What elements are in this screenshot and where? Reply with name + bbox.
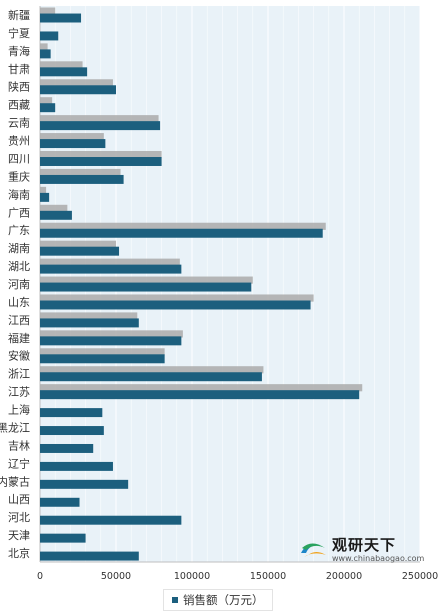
bar-sales: [40, 192, 50, 202]
x-tick-label: 150000: [250, 571, 286, 582]
category-label: 宁夏: [8, 26, 30, 40]
category-label: 黑龙江: [0, 421, 30, 434]
category-label: 湖南: [8, 242, 30, 255]
x-tick-label: 100000: [174, 571, 210, 582]
bar-series-1: [40, 366, 264, 374]
category-label: 辽宁: [8, 456, 30, 470]
bar-series-1: [40, 204, 68, 212]
bar-sales: [40, 497, 80, 507]
bar-series-1: [40, 258, 180, 266]
bar-sales: [40, 157, 162, 166]
bar-series-1: [40, 115, 159, 123]
bar-sales: [40, 336, 182, 346]
bar-sales: [40, 443, 94, 453]
bar-sales: [40, 300, 311, 310]
bar-sales: [40, 139, 106, 149]
bar-sales: [40, 174, 124, 184]
category-label: 山东: [8, 296, 30, 309]
bar-series-1: [40, 384, 363, 392]
bar-sales: [40, 228, 323, 238]
bar-sales: [40, 461, 113, 471]
category-label: 甘肃: [8, 63, 30, 76]
category-label: 福建: [8, 331, 30, 345]
category-label: 河北: [8, 511, 30, 524]
legend-label: 销售额（万元）: [183, 593, 264, 607]
brand-url: www.chinabaogao.com: [332, 554, 425, 563]
bar-series-1: [40, 168, 121, 177]
bar-sales: [40, 390, 360, 400]
category-label: 湖北: [8, 260, 30, 273]
bar-sales: [40, 210, 72, 220]
category-label: 广西: [8, 206, 30, 219]
bar-series-1: [40, 97, 53, 105]
bar-sales: [40, 282, 252, 292]
bar-sales: [40, 408, 103, 418]
brand-name: 观研天下: [332, 536, 397, 554]
category-label: 重庆: [8, 169, 30, 183]
category-label: 海南: [8, 187, 30, 201]
bar-sales: [40, 479, 129, 489]
bar-sales: [40, 354, 165, 364]
bar-sales: [40, 372, 262, 382]
category-label: 江苏: [8, 386, 30, 399]
category-label: 北京: [8, 546, 30, 560]
category-label: 云南: [8, 117, 30, 130]
bar-sales: [40, 246, 120, 256]
bar-sales: [40, 121, 161, 131]
bar-series-1: [40, 150, 162, 159]
bar-sales: [40, 515, 182, 525]
bar-series-1: [40, 79, 113, 87]
bar-series-1: [40, 186, 47, 195]
category-label: 安徽: [8, 349, 30, 363]
category-label: 四川: [8, 152, 30, 165]
bar-sales: [40, 264, 182, 274]
bar-sales: [40, 67, 88, 77]
category-label: 贵州: [8, 135, 30, 148]
bar-series-1: [40, 330, 183, 338]
bar-sales: [40, 13, 82, 23]
category-label: 新疆: [8, 8, 30, 22]
x-tick-label: 200000: [326, 571, 362, 582]
bar-series-1: [40, 43, 48, 51]
bar-sales: [40, 551, 139, 561]
bar-series-1: [40, 276, 253, 284]
category-label: 西藏: [8, 99, 30, 112]
category-label: 广东: [8, 224, 30, 237]
bar-series-1: [40, 240, 116, 248]
bar-sales: [40, 49, 51, 59]
bar-sales: [40, 31, 59, 41]
bar-sales: [40, 318, 139, 328]
x-tick-label: 250000: [402, 571, 438, 582]
brand-logo-icon: [301, 543, 326, 557]
category-label: 河南: [8, 278, 30, 291]
bar-sales: [40, 533, 86, 543]
category-label: 上海: [8, 403, 30, 417]
category-label: 江西: [8, 314, 30, 327]
category-label: 陕西: [8, 80, 30, 94]
x-tick-label: 50000: [101, 571, 131, 582]
bar-series-1: [40, 7, 56, 15]
category-label: 内蒙古: [0, 474, 30, 488]
bar-sales: [40, 103, 56, 113]
bar-sales: [40, 426, 104, 436]
watermark: 观研天下 www.chinabaogao.com: [298, 537, 424, 563]
category-label: 吉林: [8, 438, 30, 452]
category-label: 山西: [8, 493, 30, 506]
category-label: 青海: [8, 44, 30, 58]
bar-series-1: [40, 312, 138, 320]
bar-series-1: [40, 61, 83, 69]
bar-series-1: [40, 222, 326, 230]
chart-legend: 销售额（万元）: [163, 589, 273, 611]
bar-series-1: [40, 133, 104, 141]
legend-swatch: [172, 597, 178, 603]
category-label: 浙江: [8, 368, 30, 381]
bar-series-1: [40, 348, 165, 356]
category-label: 天津: [8, 529, 30, 542]
x-tick-label: 0: [37, 571, 43, 582]
bar-sales: [40, 85, 116, 95]
bar-series-1: [40, 294, 314, 302]
